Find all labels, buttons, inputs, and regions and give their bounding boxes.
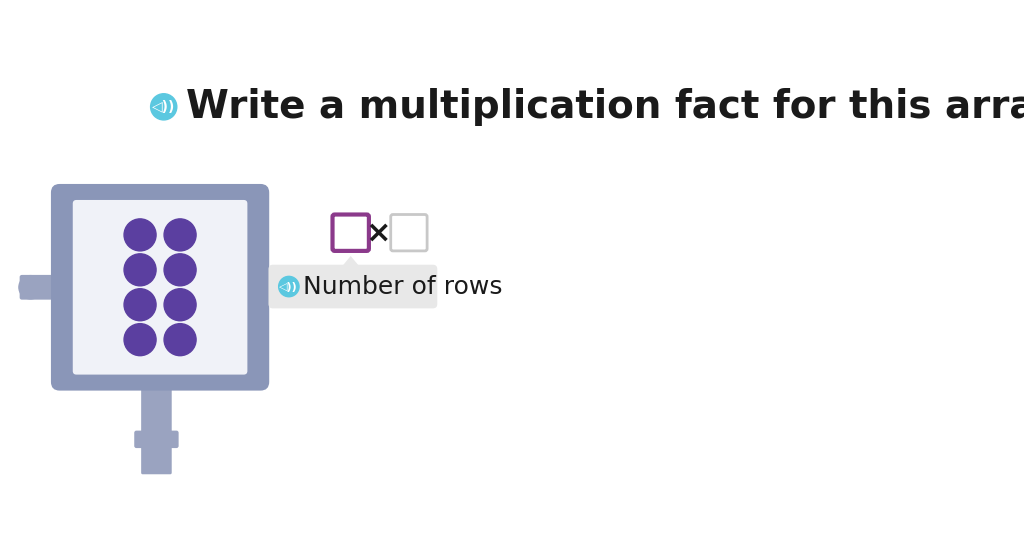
- FancyBboxPatch shape: [391, 214, 427, 251]
- FancyBboxPatch shape: [73, 200, 248, 375]
- Circle shape: [124, 219, 156, 251]
- Polygon shape: [340, 256, 361, 269]
- Circle shape: [124, 324, 156, 356]
- Circle shape: [164, 289, 196, 321]
- Text: ◁)): ◁)): [152, 100, 175, 114]
- Circle shape: [164, 254, 196, 286]
- Text: Number of rows: Number of rows: [303, 274, 503, 298]
- Text: ×: ×: [366, 218, 391, 247]
- FancyBboxPatch shape: [19, 275, 82, 300]
- Circle shape: [279, 277, 299, 297]
- Circle shape: [151, 94, 177, 120]
- Circle shape: [124, 254, 156, 286]
- FancyBboxPatch shape: [51, 184, 269, 390]
- Circle shape: [18, 276, 42, 299]
- Text: ◁)): ◁)): [280, 282, 298, 292]
- Circle shape: [164, 324, 196, 356]
- FancyBboxPatch shape: [141, 358, 172, 474]
- FancyBboxPatch shape: [333, 214, 369, 251]
- Text: Write a multiplication fact for this array: Write a multiplication fact for this arr…: [185, 88, 1024, 126]
- Circle shape: [164, 219, 196, 251]
- FancyBboxPatch shape: [134, 431, 178, 448]
- Circle shape: [124, 289, 156, 321]
- FancyBboxPatch shape: [268, 265, 437, 309]
